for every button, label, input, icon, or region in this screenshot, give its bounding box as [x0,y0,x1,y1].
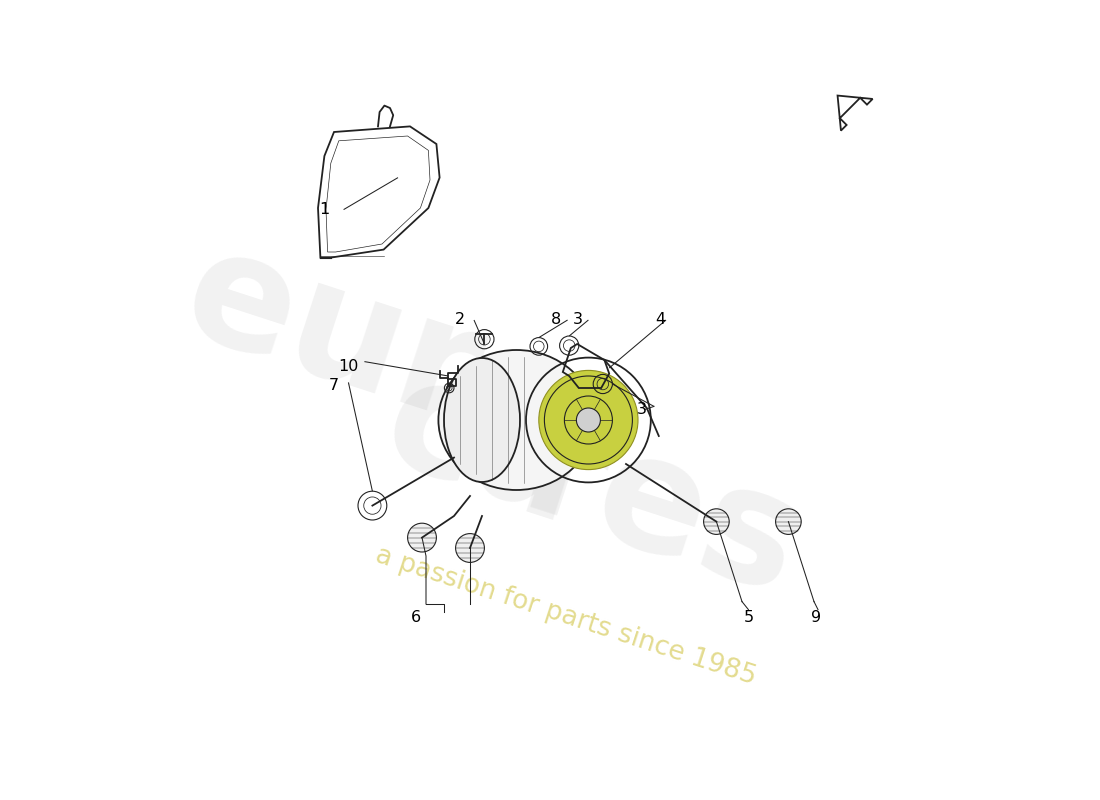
Text: ca: ca [366,343,606,553]
Text: 4: 4 [656,313,666,327]
Ellipse shape [439,350,594,490]
Circle shape [539,370,638,470]
Circle shape [455,534,484,562]
Circle shape [576,408,601,432]
Circle shape [704,509,729,534]
Text: res: res [502,394,818,630]
Text: euro: euro [166,215,604,489]
Text: 8: 8 [551,313,561,327]
Text: 10: 10 [338,359,359,374]
Text: 3: 3 [573,313,583,327]
Text: 2: 2 [455,313,465,327]
Text: 7: 7 [329,378,339,393]
Text: 5: 5 [744,610,754,625]
Text: a passion for parts since 1985: a passion for parts since 1985 [372,542,760,690]
Text: 3: 3 [637,402,647,417]
Text: 1: 1 [319,202,330,217]
Polygon shape [837,95,872,130]
Text: 9: 9 [811,610,821,625]
Text: 6: 6 [410,610,420,625]
Circle shape [408,523,437,552]
Circle shape [776,509,801,534]
Ellipse shape [444,358,520,482]
